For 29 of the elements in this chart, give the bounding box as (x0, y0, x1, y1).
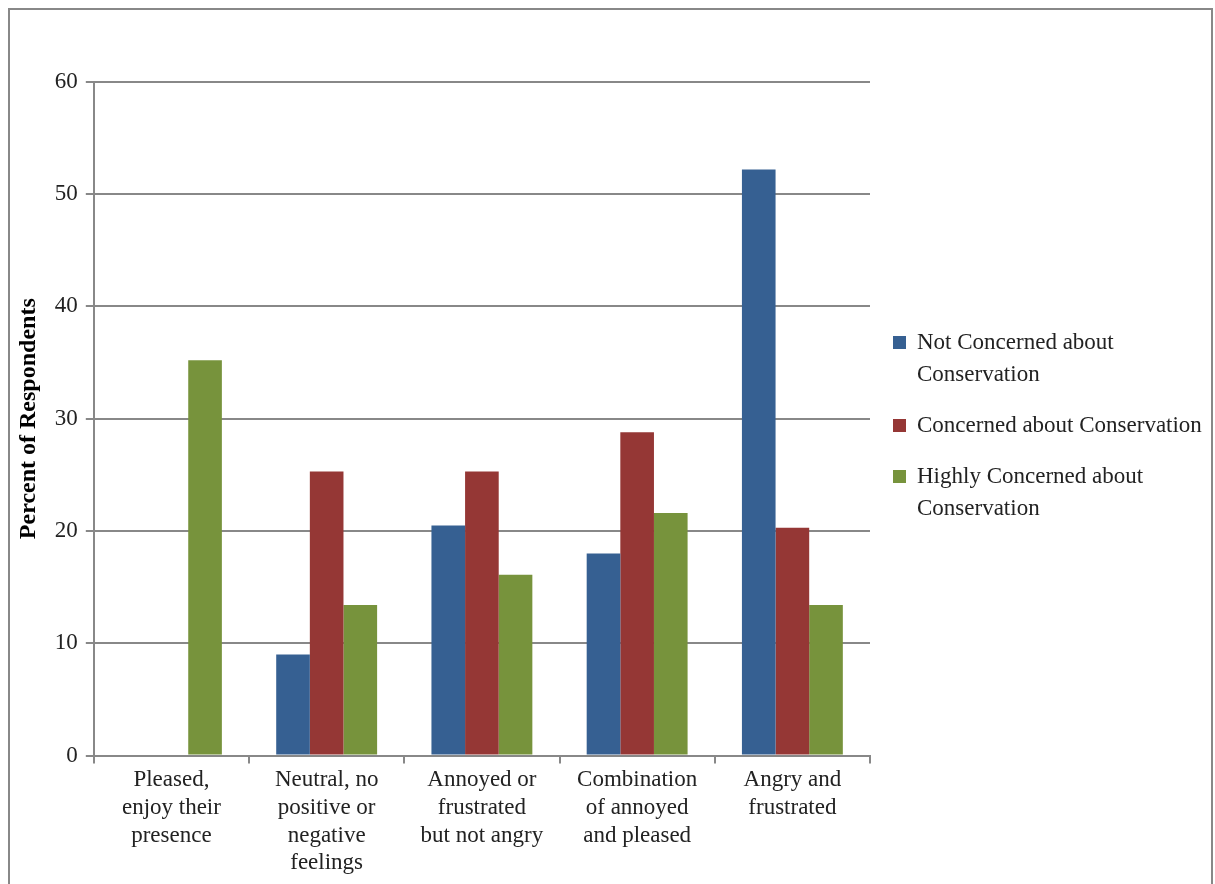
legend-label: Concerned about Conservation (917, 411, 1202, 439)
y-tick-label: 10 (54, 629, 78, 655)
y-tick-label: 30 (54, 404, 78, 430)
bar (809, 605, 843, 755)
bar (775, 527, 810, 755)
y-tick-label: 50 (54, 180, 78, 206)
y-tick-label: 40 (54, 292, 78, 318)
bar (741, 169, 776, 755)
bar (343, 605, 378, 755)
y-tick-label: 60 (54, 67, 78, 93)
y-tick-label: 0 (66, 741, 78, 767)
x-tick-label: Neutral, no positive or negative feelings (274, 766, 379, 875)
bar (431, 525, 466, 755)
legend-label: Not Concerned about Conservation (917, 328, 1115, 388)
bar (465, 471, 499, 755)
bar (653, 513, 688, 755)
bar (620, 432, 654, 755)
y-tick-label: 20 (54, 517, 78, 543)
bar (188, 360, 222, 755)
y-axis-title: Percent of Respondents (13, 298, 40, 540)
bar (276, 654, 310, 755)
bar (309, 471, 344, 755)
bar (586, 553, 621, 755)
x-tick-label: Annoyed or frustrated but not angry (420, 766, 544, 847)
x-tick-label: Combination of annoyed and pleased (577, 766, 698, 847)
x-tick-label: Angry and frustrated (743, 766, 842, 820)
legend-label: Highly Concerned about Conservation (917, 462, 1145, 522)
bar (498, 574, 533, 755)
x-tick-label: Pleased, enjoy their presence (121, 766, 222, 847)
